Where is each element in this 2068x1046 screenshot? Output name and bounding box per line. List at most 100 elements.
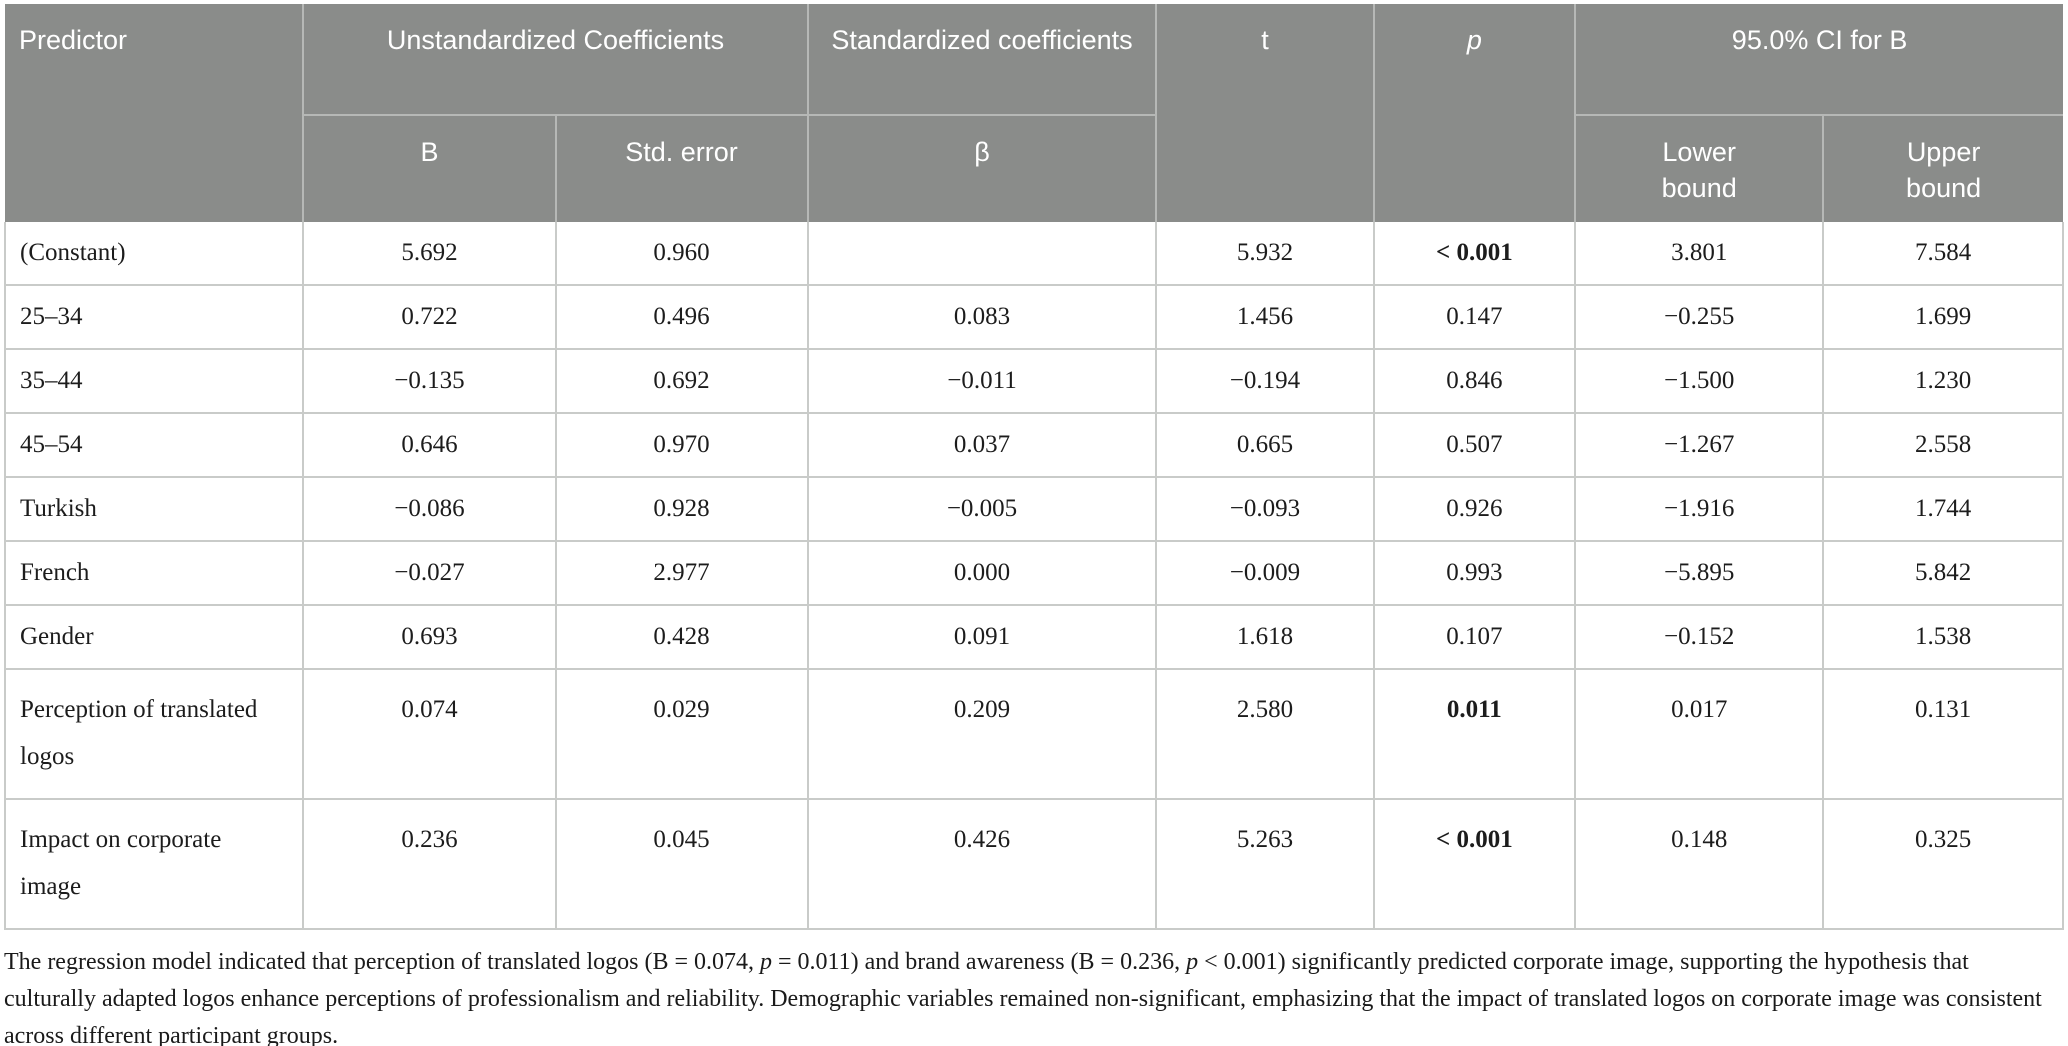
footnote-italic-p: p — [1186, 949, 1199, 975]
table-cell: −1.916 — [1574, 476, 1825, 542]
table-cell: −0.011 — [806, 348, 1158, 414]
table-cell: 0.037 — [806, 412, 1158, 478]
table-cell: 0.507 — [1372, 412, 1577, 478]
table-cell: 0.993 — [1372, 540, 1577, 606]
table-row: Impact on corporate image 0.236 0.045 0.… — [3, 798, 2064, 930]
table-cell: 0.131 — [1822, 668, 2064, 800]
table-cell: 0.926 — [1372, 476, 1577, 542]
row-label: Turkish — [3, 476, 305, 542]
table-cell-significant: < 0.001 — [1372, 798, 1577, 930]
table-cell: −0.027 — [302, 540, 557, 606]
table-cell: 5.263 — [1155, 798, 1375, 930]
row-label: 45–54 — [3, 412, 305, 478]
table-cell: 0.000 — [806, 540, 1158, 606]
regression-table: Predictor Unstandardized Coefficients St… — [3, 4, 2064, 930]
table-footnote: The regression model indicated that perc… — [4, 944, 2060, 1046]
table-cell: −0.009 — [1155, 540, 1375, 606]
table-row: 35–44 −0.135 0.692 −0.011 −0.194 0.846 −… — [3, 348, 2064, 414]
table-cell: 1.538 — [1822, 604, 2064, 670]
table-cell — [806, 222, 1158, 286]
table-cell: 5.842 — [1822, 540, 2064, 606]
table-cell: 5.692 — [302, 222, 557, 286]
table-cell: −1.500 — [1574, 348, 1825, 414]
table-cell: 0.692 — [554, 348, 809, 414]
table-cell: 1.230 — [1822, 348, 2064, 414]
header-row-groups: Predictor Unstandardized Coefficients St… — [5, 4, 2063, 222]
row-label: 35–44 — [3, 348, 305, 414]
table-cell: 2.977 — [554, 540, 809, 606]
table-cell: 7.584 — [1822, 222, 2064, 286]
header-b: B — [302, 114, 557, 222]
table-row: (Constant) 5.692 0.960 5.932 < 0.001 3.8… — [3, 222, 2064, 286]
table-cell: 0.722 — [302, 284, 557, 350]
row-label: 25–34 — [3, 284, 305, 350]
footnote-italic-p: p — [760, 949, 772, 975]
table-cell: −0.135 — [302, 348, 557, 414]
table-cell: 0.496 — [554, 284, 809, 350]
table-row: Perception of translated logos 0.074 0.0… — [3, 668, 2064, 800]
table-cell: 0.236 — [302, 798, 557, 930]
footnote-text: The regression model indicated that perc… — [4, 949, 760, 975]
row-label: French — [3, 540, 305, 606]
table-cell: 1.699 — [1822, 284, 2064, 350]
footnote-text: = 0.011) and brand awareness (B = 0.236, — [772, 949, 1187, 975]
table-cell: 2.580 — [1155, 668, 1375, 800]
table-cell: −0.152 — [1574, 604, 1825, 670]
table-cell: −5.895 — [1574, 540, 1825, 606]
table-cell: 0.107 — [1372, 604, 1577, 670]
table-cell: 0.074 — [302, 668, 557, 800]
footnote-text: < 0.001) significantly predicted corpora… — [4, 949, 2042, 1046]
table-cell: 0.928 — [554, 476, 809, 542]
table-cell-significant: < 0.001 — [1372, 222, 1577, 286]
table-cell: 0.646 — [302, 412, 557, 478]
row-label: Impact on corporate image — [3, 798, 305, 930]
table-cell: 0.426 — [806, 798, 1158, 930]
table-body: (Constant) 5.692 0.960 5.932 < 0.001 3.8… — [3, 222, 2064, 930]
table-row: French −0.027 2.977 0.000 −0.009 0.993 −… — [3, 540, 2064, 606]
table-cell: 0.147 — [1372, 284, 1577, 350]
table-cell: −0.255 — [1574, 284, 1825, 350]
table-cell: 0.091 — [806, 604, 1158, 670]
table-cell: −1.267 — [1574, 412, 1825, 478]
table-cell: 0.045 — [554, 798, 809, 930]
header-p: p — [1372, 4, 1577, 222]
table-header: Predictor Unstandardized Coefficients St… — [5, 4, 2063, 222]
table-cell: 5.932 — [1155, 222, 1375, 286]
table-cell: 3.801 — [1574, 222, 1825, 286]
table-cell: 0.665 — [1155, 412, 1375, 478]
row-label: Perception of translated logos — [3, 668, 305, 800]
table-cell: 0.428 — [554, 604, 809, 670]
footnote-description: The regression model indicated that perc… — [4, 944, 2060, 1046]
table-cell: 0.017 — [1574, 668, 1825, 800]
table-cell: −0.194 — [1155, 348, 1375, 414]
table-row: Gender 0.693 0.428 0.091 1.618 0.107 −0.… — [3, 604, 2064, 670]
header-ci-for-b: 95.0% CI for B — [1574, 4, 2063, 116]
table-cell: −0.005 — [806, 476, 1158, 542]
table-row: Turkish −0.086 0.928 −0.005 −0.093 0.926… — [3, 476, 2064, 542]
header-standardized-coefficients: Standardized coefficients — [806, 4, 1158, 116]
row-label: (Constant) — [3, 222, 305, 286]
header-lower-bound-label: Lower bound — [1661, 137, 1737, 203]
table-cell: 0.083 — [806, 284, 1158, 350]
header-row-sub: B Std. error β Lower bound Upper bound — [5, 114, 2063, 222]
table-row: 45–54 0.646 0.970 0.037 0.665 0.507 −1.2… — [3, 412, 2064, 478]
table-cell: 0.970 — [554, 412, 809, 478]
table-cell: 0.693 — [302, 604, 557, 670]
table-cell: −0.093 — [1155, 476, 1375, 542]
table-cell: 2.558 — [1822, 412, 2064, 478]
header-std-error: Std. error — [554, 114, 809, 222]
header-upper-bound: Upper bound — [1822, 114, 2063, 222]
header-beta: β — [806, 114, 1158, 222]
table-cell: −0.086 — [302, 476, 557, 542]
header-unstandardized-coefficients: Unstandardized Coefficients — [302, 4, 809, 116]
table-cell: 1.618 — [1155, 604, 1375, 670]
table-row: 25–34 0.722 0.496 0.083 1.456 0.147 −0.2… — [3, 284, 2064, 350]
table-cell: 0.960 — [554, 222, 809, 286]
table-cell: 1.456 — [1155, 284, 1375, 350]
table-cell: 0.325 — [1822, 798, 2064, 930]
header-predictor: Predictor — [5, 4, 305, 222]
table-cell: 1.744 — [1822, 476, 2064, 542]
table-cell: 0.029 — [554, 668, 809, 800]
row-label: Gender — [3, 604, 305, 670]
